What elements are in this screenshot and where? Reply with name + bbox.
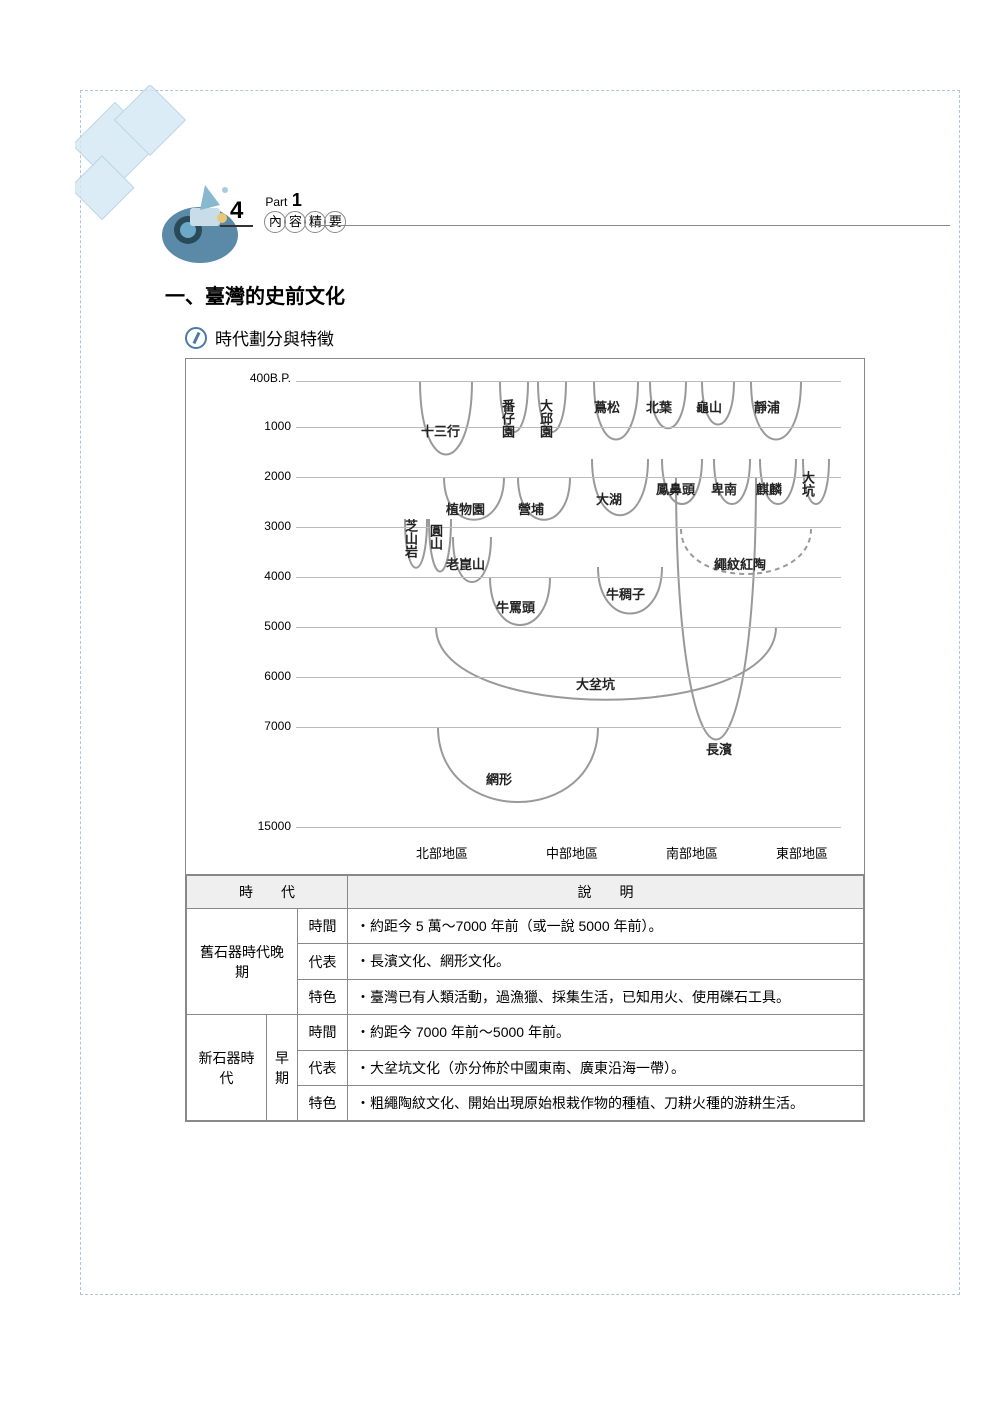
culture-label: 卑南 [711,479,737,498]
culture-label: 北葉 [646,397,672,416]
era-table: 時 代說 明舊石器時代晚期時間・約距今 5 萬～7000 年前（或一說 5000… [185,875,865,1122]
gridline [296,727,841,728]
culture-arc [420,381,472,455]
culture-label: 牛稠子 [606,584,645,603]
x-region-label: 東部地區 [776,843,828,862]
y-tick-label: 15000 [231,819,291,833]
culture-label: 網形 [486,769,512,788]
culture-label: 鳳鼻頭 [656,479,695,498]
attr-cell: 代表 [298,944,348,979]
section-title: 一、臺灣的史前文化 [165,280,865,309]
corner-decoration [75,85,295,285]
desc-cell: ・約距今 5 萬～7000 年前（或一說 5000 年前）。 [348,909,864,944]
culture-label: 蔦松 [594,397,620,416]
subsection-header: 時代劃分與特徵 [185,325,865,350]
culture-label: 龜山 [696,397,722,416]
header-circles: 內容精要 [265,211,345,233]
era-cell: 新石器時代 [187,1015,267,1121]
header-circle-char: 內 [264,211,286,233]
part-number: 1 [292,190,302,210]
y-tick-label: 5000 [231,619,291,633]
header-circle-char: 精 [304,211,326,233]
culture-label: 大坑 [798,471,817,497]
attr-cell: 時間 [298,909,348,944]
culture-label: 麒麟 [756,479,782,498]
gridline [296,827,841,828]
desc-cell: ・臺灣已有人類活動，過漁獵、採集生活，已知用火、使用礫石工具。 [348,979,864,1014]
header-rule [310,225,950,226]
culture-label: 長濱 [706,739,732,758]
header-circle-char: 容 [284,211,306,233]
gridline [296,527,841,528]
culture-label: 植物園 [446,499,485,518]
y-top-label: 400B.P. [231,371,291,385]
gridline [296,627,841,628]
y-tick-label: 2000 [231,469,291,483]
culture-label: 大坌坑 [576,674,615,693]
part-block: Part 1 內容精要 [265,190,345,233]
culture-label: 十三行 [421,421,460,440]
x-region-label: 中部地區 [546,843,598,862]
culture-label: 營埔 [518,499,544,518]
gridline [296,477,841,478]
gridline [296,427,841,428]
pen-icon [185,327,207,349]
culture-label: 番仔園 [498,399,517,438]
attr-cell: 特色 [298,1085,348,1120]
gridline [296,381,841,382]
subsection-title: 時代劃分與特徵 [215,325,334,350]
desc-cell: ・長濱文化、網形文化。 [348,944,864,979]
culture-label: 芝山岩 [401,519,420,558]
culture-label: 大湖 [596,489,622,508]
attr-cell: 特色 [298,979,348,1014]
culture-label: 大邱園 [536,399,555,438]
diagram-arcs [186,359,866,876]
culture-label: 牛罵頭 [496,597,535,616]
part-label: Part [265,195,287,209]
timeline-diagram: 400B.P. 1000 2000 3000 4000 5000 6000 7000 15000… [185,358,865,875]
gridline [296,677,841,678]
page-number: 4 [220,197,253,227]
desc-cell: ・約距今 7000 年前～5000 年前。 [348,1015,864,1050]
y-tick-label: 3000 [231,519,291,533]
x-region-label: 南部地區 [666,843,718,862]
y-tick-label: 7000 [231,719,291,733]
culture-arc [676,477,756,740]
desc-cell: ・粗繩陶紋文化、開始出現原始根栽作物的種植、刀耕火種的游耕生活。 [348,1085,864,1120]
culture-label: 靜浦 [754,397,780,416]
x-region-label: 北部地區 [416,843,468,862]
era-cell: 舊石器時代晚期 [187,909,298,1015]
culture-arc [438,727,598,802]
y-tick-label: 1000 [231,419,291,433]
main-content: 一、臺灣的史前文化 時代劃分與特徵 400B.P.100020003000400… [165,280,865,1122]
period-cell: 早期 [267,1015,298,1121]
gridline [296,577,841,578]
table-row: 新石器時代早期時間・約距今 7000 年前～5000 年前。 [187,1015,864,1050]
desc-cell: ・大坌坑文化（亦分佈於中國東南、廣東沿海一帶）。 [348,1050,864,1085]
th-desc: 說 明 [348,876,864,909]
page-header: 4 Part 1 內容精要 [220,190,345,233]
attr-cell: 代表 [298,1050,348,1085]
attr-cell: 時間 [298,1015,348,1050]
y-tick-label: 6000 [231,669,291,683]
header-circle-char: 要 [324,211,346,233]
culture-label: 圓山 [426,524,445,550]
table-row: 舊石器時代晚期時間・約距今 5 萬～7000 年前（或一說 5000 年前）。 [187,909,864,944]
culture-label: 繩紋紅陶 [714,554,766,573]
y-tick-label: 4000 [231,569,291,583]
culture-label: 老崑山 [446,554,485,573]
th-era: 時 代 [187,876,348,909]
